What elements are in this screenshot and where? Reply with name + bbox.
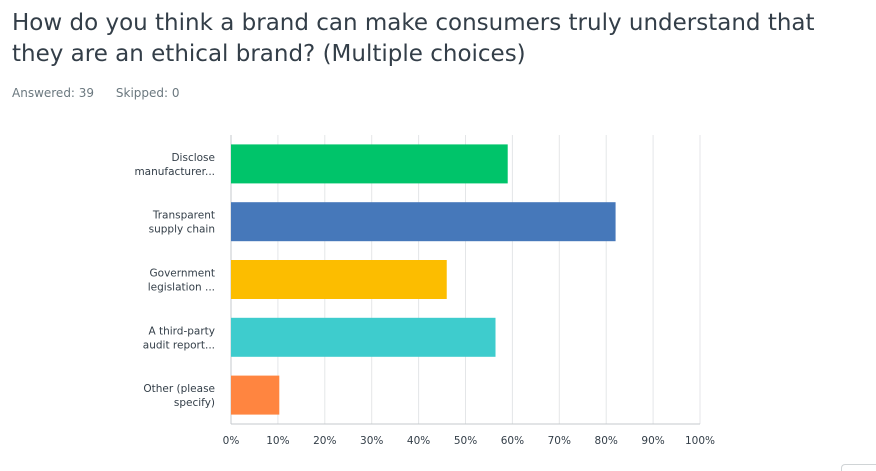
category-labels: Disclose manufacturer... Transparent supply… (134, 152, 215, 409)
x-tick-label: 70% (548, 435, 571, 447)
bar-layer (231, 144, 616, 415)
x-tick-label: 40% (407, 435, 430, 447)
corner-widget (841, 464, 876, 471)
x-tick-label: 80% (595, 435, 618, 447)
category-label: Transparent supply chain (149, 210, 215, 236)
x-tick-label: 30% (360, 435, 383, 447)
x-tick-label: 0% (223, 435, 240, 447)
bar (231, 317, 496, 357)
x-tick-label: 10% (266, 435, 289, 447)
bar (231, 144, 508, 184)
x-tick-label: 100% (685, 435, 715, 447)
x-tick-label: 20% (313, 435, 336, 447)
bar (231, 202, 616, 242)
question-title: How do you think a brand can make consum… (12, 10, 815, 67)
x-tick-label: 90% (641, 435, 664, 447)
bar (231, 375, 280, 415)
category-label: A third-party audit report... (143, 325, 215, 351)
answered-count: Answered: 39 (12, 86, 95, 100)
category-label: Other (please specify) (143, 383, 215, 409)
category-label: Government legislation ... (148, 268, 215, 294)
category-label: Disclose manufacturer... (134, 152, 215, 178)
skipped-count: Skipped: 0 (115, 86, 180, 100)
x-tick-label: 50% (454, 435, 477, 447)
x-axis-ticks: 0% 10% 20% 30% 40% 50% 60% 70% 80% 90% 100% (223, 435, 715, 447)
x-tick-label: 60% (501, 435, 524, 447)
bar (231, 260, 447, 299)
answer-stats: Answered: 39 Skipped: 0 (12, 86, 198, 100)
